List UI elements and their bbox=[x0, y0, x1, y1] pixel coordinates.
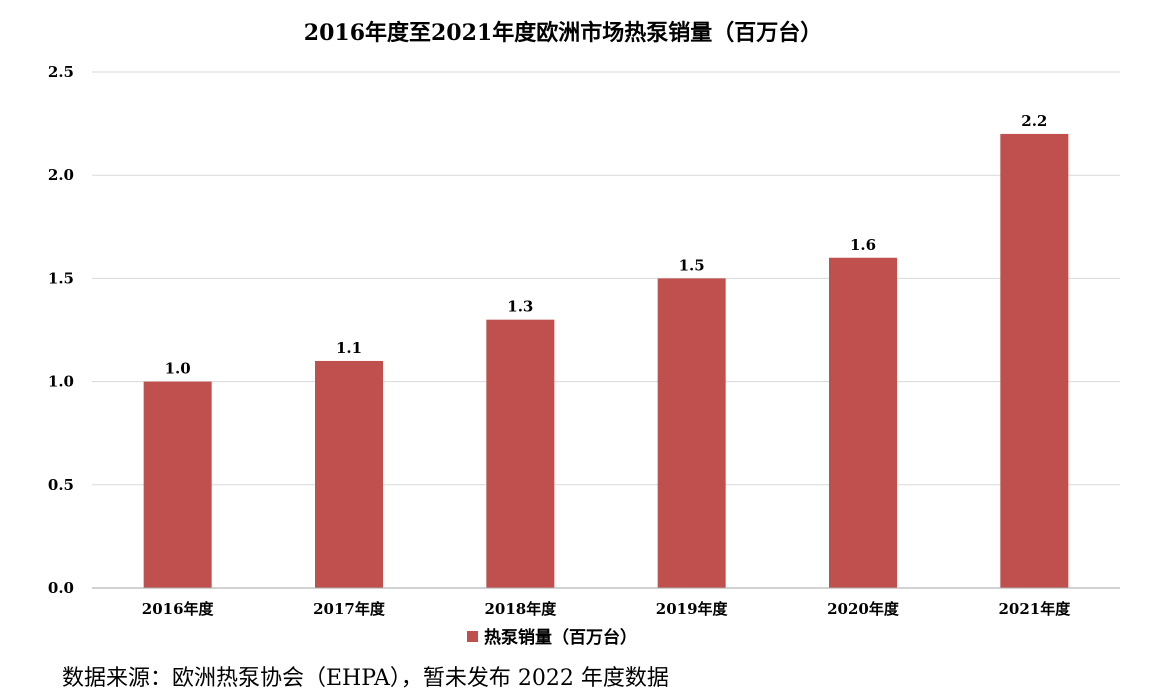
x-tick-label: 2020年度 bbox=[827, 600, 900, 618]
source-note: 数据来源：欧洲热泵协会（EHPA），暂未发布 2022 年度数据 bbox=[62, 666, 669, 691]
bar bbox=[1000, 133, 1069, 589]
chart-title: 2016年度至2021年度欧洲市场热泵销量（百万台） bbox=[304, 20, 822, 46]
data-label: 2.2 bbox=[1021, 112, 1047, 130]
data-label: 1.0 bbox=[165, 360, 191, 378]
y-tick-label: 1.0 bbox=[48, 373, 74, 391]
bar bbox=[486, 319, 555, 588]
x-tick-label: 2021年度 bbox=[998, 600, 1071, 618]
data-label: 1.6 bbox=[850, 236, 876, 254]
y-tick-label: 2.0 bbox=[48, 166, 74, 184]
bar-series: 1.0 1.1 1.3 1.5 1.6 2.2 bbox=[143, 112, 1069, 589]
y-tick-label: 0.5 bbox=[48, 476, 74, 494]
y-axis: 0.0 0.5 1.0 1.5 2.0 2.5 bbox=[48, 63, 74, 597]
x-tick-label: 2019年度 bbox=[656, 600, 729, 618]
x-tick-label: 2016年度 bbox=[142, 600, 215, 618]
bar bbox=[315, 360, 383, 588]
y-tick-label: 1.5 bbox=[48, 269, 74, 287]
legend-label: 热泵销量（百万台） bbox=[484, 627, 637, 648]
x-axis: 2016年度 2017年度 2018年度 2019年度 2020年度 2021年度 bbox=[92, 587, 1120, 618]
data-label: 1.3 bbox=[507, 298, 533, 316]
y-tick-label: 0.0 bbox=[48, 579, 74, 597]
data-label: 1.5 bbox=[679, 256, 705, 274]
y-tick-label: 2.5 bbox=[48, 63, 74, 81]
bar bbox=[657, 278, 726, 588]
gridlines bbox=[92, 71, 1120, 486]
data-label: 1.1 bbox=[336, 339, 362, 357]
legend: 热泵销量（百万台） bbox=[467, 627, 637, 648]
x-tick-label: 2018年度 bbox=[484, 600, 557, 618]
x-tick-label: 2017年度 bbox=[313, 600, 386, 618]
bar bbox=[143, 381, 212, 588]
legend-swatch bbox=[467, 631, 478, 642]
bar bbox=[829, 257, 897, 588]
